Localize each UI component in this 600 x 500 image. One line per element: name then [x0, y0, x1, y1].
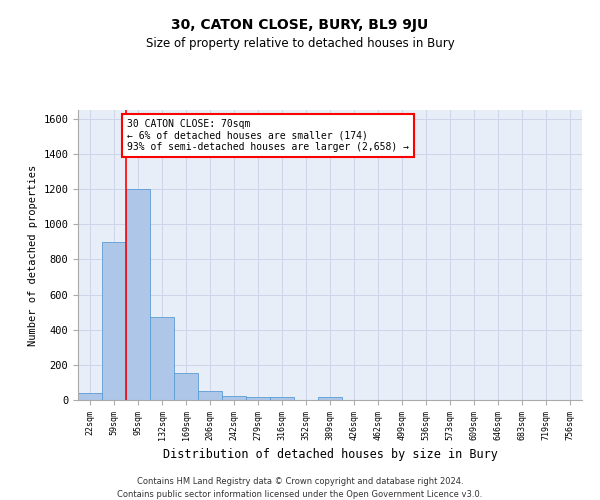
X-axis label: Distribution of detached houses by size in Bury: Distribution of detached houses by size … — [163, 448, 497, 461]
Text: 30 CATON CLOSE: 70sqm
← 6% of detached houses are smaller (174)
93% of semi-deta: 30 CATON CLOSE: 70sqm ← 6% of detached h… — [127, 119, 409, 152]
Bar — [150, 318, 174, 400]
Bar — [174, 373, 198, 400]
Bar — [102, 242, 126, 400]
Bar — [270, 398, 294, 400]
Text: Size of property relative to detached houses in Bury: Size of property relative to detached ho… — [146, 38, 454, 51]
Bar — [126, 189, 150, 400]
Bar — [198, 391, 222, 400]
Bar — [246, 398, 270, 400]
Bar — [318, 398, 342, 400]
Text: 30, CATON CLOSE, BURY, BL9 9JU: 30, CATON CLOSE, BURY, BL9 9JU — [172, 18, 428, 32]
Text: Contains HM Land Registry data © Crown copyright and database right 2024.: Contains HM Land Registry data © Crown c… — [137, 478, 463, 486]
Y-axis label: Number of detached properties: Number of detached properties — [28, 164, 38, 346]
Bar — [222, 396, 246, 400]
Text: Contains public sector information licensed under the Open Government Licence v3: Contains public sector information licen… — [118, 490, 482, 499]
Bar — [78, 393, 102, 400]
